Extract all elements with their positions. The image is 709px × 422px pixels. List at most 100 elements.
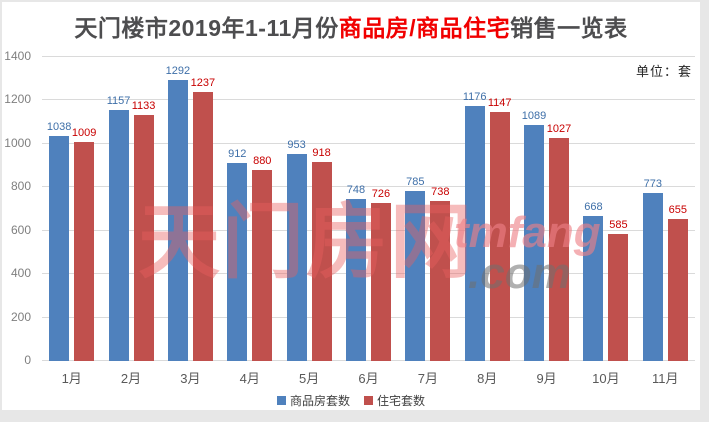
bar-slot: 1133 <box>131 57 156 361</box>
bar-value-label: 773 <box>643 178 662 191</box>
unit-label: 单位：套 <box>635 64 692 79</box>
bar-slot: 1009 <box>71 57 97 361</box>
bar-sales-7月 <box>405 190 426 361</box>
gridline <box>42 360 695 361</box>
bar-group-8月: 1176 1147 <box>458 57 517 361</box>
y-tick-label: 1200 <box>4 92 31 107</box>
bar-slot: 1237 <box>190 57 216 361</box>
bar-slot: 585 <box>608 57 629 361</box>
bar-value-label: 785 <box>406 175 425 188</box>
bar-value-label: 1027 <box>546 123 572 135</box>
bar-value-label: 1157 <box>106 94 131 107</box>
bar-value-label: 880 <box>253 154 272 167</box>
legend-item-residential: 住宅套数 <box>364 392 425 409</box>
legend-swatch-blue-icon <box>276 396 286 405</box>
gridline <box>42 273 695 275</box>
x-tick-label: 2月 <box>120 371 142 386</box>
x-tick-label: 1月 <box>61 371 82 386</box>
legend-item-sales: 商品房套数 <box>276 392 350 409</box>
bar-residential-5月 <box>311 161 332 361</box>
x-tick-label: 10月 <box>592 371 620 386</box>
gridline <box>42 186 695 188</box>
bar-group-10月: 668 585 <box>576 57 635 361</box>
bar-value-label: 1237 <box>190 77 216 90</box>
x-tick-label: 11月 <box>652 371 679 386</box>
bar-group-4月: 912 880 <box>220 57 279 361</box>
y-tick-label: 800 <box>10 179 31 194</box>
gridline <box>42 99 695 101</box>
bar-value-label: 585 <box>609 218 628 231</box>
y-axis: 0 200 400 600 800 1000 1200 1400 <box>2 50 36 367</box>
bar-group-6月: 748 726 <box>339 57 398 361</box>
bar-slot: 668 <box>583 57 604 361</box>
bar-slot: 1027 <box>546 57 572 361</box>
chart-title-suffix: 销售一览表 <box>510 15 628 41</box>
bar-slot: 953 <box>286 57 307 361</box>
bar-slot: 785 <box>405 57 426 361</box>
x-tick-label: 3月 <box>180 371 201 386</box>
gridline <box>42 229 695 231</box>
x-axis: 1月 2月 3月 4月 5月 6月 7月 8月 9月 10月 11月 <box>42 368 695 387</box>
bar-slot: 773 <box>642 57 663 361</box>
bar-slot: 880 <box>252 57 273 361</box>
bar-value-label: 668 <box>584 200 603 213</box>
bar-value-label: 655 <box>668 203 687 216</box>
y-tick-label: 1000 <box>4 135 31 150</box>
bar-slot: 1147 <box>488 57 512 361</box>
bar-residential-2月 <box>133 114 154 361</box>
gridline <box>42 316 695 318</box>
bar-value-label: 1292 <box>165 65 191 78</box>
bar-value-label: 1009 <box>71 126 97 139</box>
chart-title: 天门楼市2019年1-11月份商品房/商品住宅销售一览表 <box>2 9 700 43</box>
bar-sales-3月 <box>167 80 188 361</box>
y-tick-label: 200 <box>10 309 31 324</box>
bar-residential-8月 <box>489 111 510 361</box>
bar-residential-9月 <box>549 138 570 361</box>
bar-slot: 1292 <box>165 57 191 361</box>
y-tick-label: 400 <box>10 266 31 281</box>
bar-group-9月: 1089 1027 <box>517 57 576 361</box>
bar-value-label: 1038 <box>46 120 72 133</box>
bar-sales-5月 <box>286 154 307 361</box>
bar-slot: 912 <box>227 57 248 361</box>
bars-area: 1038 1009 1157 1133 1292 1237 912 880 953 918 748 7… <box>42 57 695 361</box>
y-tick-label: 1400 <box>4 49 31 63</box>
bar-value-label: 1176 <box>462 90 487 103</box>
bar-group-11月: 773 655 <box>636 57 695 361</box>
bar-slot: 1176 <box>462 57 487 361</box>
bar-slot: 1157 <box>106 57 131 361</box>
bar-sales-6月 <box>345 198 366 361</box>
bar-sales-8月 <box>464 105 485 361</box>
bar-value-label: 748 <box>346 183 366 196</box>
x-tick-label: 8月 <box>477 371 498 386</box>
bar-slot: 1038 <box>46 57 72 361</box>
bar-residential-7月 <box>430 200 451 361</box>
chart-title-prefix: 天门楼市2019年1-11月份 <box>74 15 339 41</box>
gridlines <box>42 56 695 361</box>
bar-value-label: 1089 <box>521 109 547 122</box>
bar-group-3月: 1292 1237 <box>161 57 220 361</box>
gridline <box>42 142 695 144</box>
bar-slot: 918 <box>311 57 332 361</box>
bar-sales-11月 <box>642 193 663 361</box>
x-tick-label: 9月 <box>536 371 557 386</box>
bar-value-label: 726 <box>371 188 391 201</box>
bar-residential-3月 <box>192 92 213 361</box>
bar-sales-10月 <box>583 215 604 361</box>
bar-residential-4月 <box>252 169 273 361</box>
y-tick-label: 0 <box>24 353 31 367</box>
bar-residential-1月 <box>74 141 95 361</box>
bar-value-label: 738 <box>431 185 450 198</box>
bar-residential-11月 <box>667 218 688 361</box>
chart-panel: 天门楼市2019年1-11月份商品房/商品住宅销售一览表 单位：套 0 200 40… <box>2 2 700 410</box>
bar-group-1月: 1038 1009 <box>42 57 101 361</box>
bar-slot: 748 <box>345 57 366 361</box>
bar-slot: 1089 <box>521 57 547 361</box>
y-tick-label: 600 <box>10 222 31 237</box>
x-tick-label: 7月 <box>417 371 438 386</box>
legend-swatch-red-icon <box>364 396 373 405</box>
legend-label-sales: 商品房套数 <box>289 394 350 408</box>
bar-value-label: 918 <box>312 146 331 159</box>
legend: 商品房套数 住宅套数 <box>2 392 700 409</box>
bar-value-label: 1133 <box>131 99 156 112</box>
